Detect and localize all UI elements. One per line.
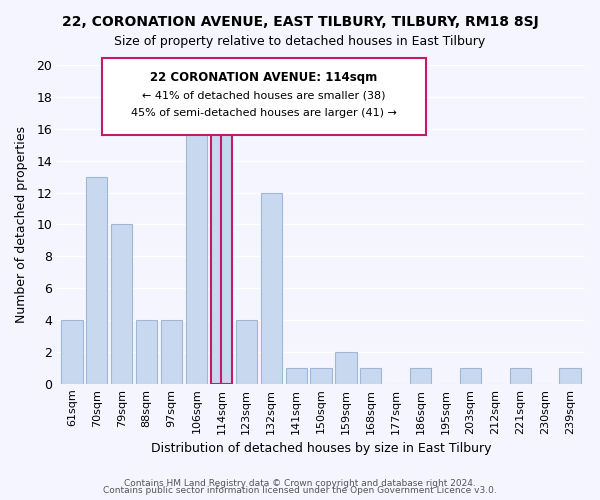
Bar [236,320,257,384]
Text: Contains public sector information licensed under the Open Government Licence v3: Contains public sector information licen… [103,486,497,495]
Bar [460,368,481,384]
Bar [86,176,107,384]
Bar [111,224,133,384]
Bar [509,368,531,384]
Text: Size of property relative to detached houses in East Tilbury: Size of property relative to detached ho… [115,35,485,48]
Bar [161,320,182,384]
Bar [211,113,232,384]
Text: 22, CORONATION AVENUE, EAST TILBURY, TILBURY, RM18 8SJ: 22, CORONATION AVENUE, EAST TILBURY, TIL… [62,15,538,29]
Bar [559,368,581,384]
Bar [360,368,382,384]
Text: Contains HM Land Registry data © Crown copyright and database right 2024.: Contains HM Land Registry data © Crown c… [124,478,476,488]
Bar [136,320,157,384]
Bar [260,192,282,384]
Bar [186,113,207,384]
Y-axis label: Number of detached properties: Number of detached properties [15,126,28,323]
Bar [335,352,356,384]
Bar [410,368,431,384]
Text: 22 CORONATION AVENUE: 114sqm: 22 CORONATION AVENUE: 114sqm [151,72,377,85]
Bar [61,320,83,384]
X-axis label: Distribution of detached houses by size in East Tilbury: Distribution of detached houses by size … [151,442,491,455]
Text: 45% of semi-detached houses are larger (41) →: 45% of semi-detached houses are larger (… [131,108,397,118]
Bar [286,368,307,384]
Text: ← 41% of detached houses are smaller (38): ← 41% of detached houses are smaller (38… [142,90,386,100]
Bar [310,368,332,384]
